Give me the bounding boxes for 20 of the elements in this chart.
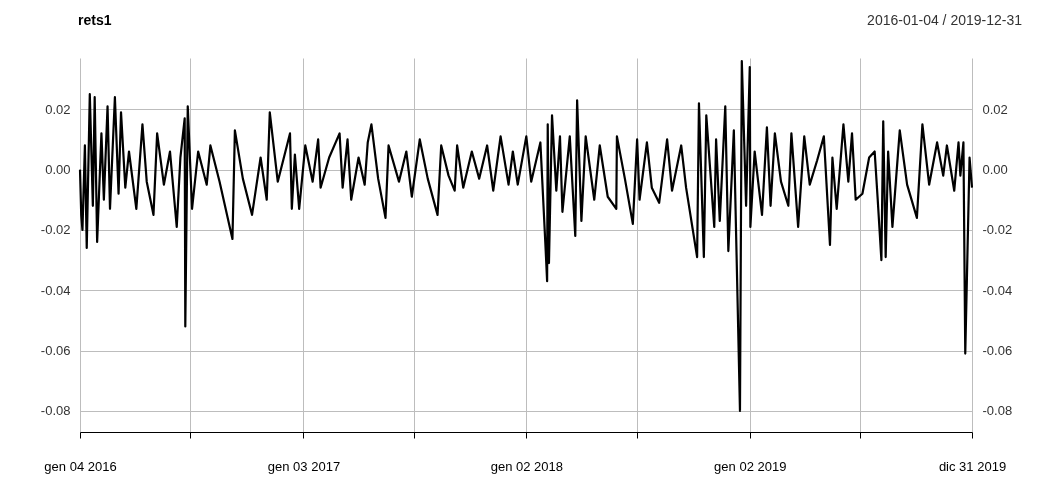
line-series (78, 59, 974, 412)
x-tick-label: dic 31 2019 (938, 458, 1007, 474)
y-tick-label: 0.00 (45, 162, 71, 178)
y-tick-label: 0.02 (45, 101, 71, 117)
y2-tick-label: 0.02 (982, 101, 1008, 117)
chart-title: rets1 (78, 12, 112, 28)
y2-tick-label: -0.06 (982, 343, 1013, 359)
y2-tick-label: -0.08 (982, 403, 1013, 419)
y-tick-label: -0.02 (40, 222, 71, 238)
x-tick-label: gen 02 2018 (490, 458, 563, 474)
x-tick-label: gen 03 2017 (267, 458, 341, 474)
x-tick-label: gen 04 2016 (44, 458, 117, 474)
chart-subtitle: 2016-01-04 / 2019-12-31 (867, 12, 1023, 28)
x-tick-label: gen 02 2019 (714, 458, 787, 474)
y-tick-label: -0.04 (40, 282, 71, 298)
y-tick-label: -0.08 (40, 403, 71, 419)
y2-tick-label: 0.00 (982, 162, 1008, 178)
y2-tick-label: -0.02 (982, 222, 1013, 238)
y-tick-label: -0.06 (40, 343, 71, 359)
y2-tick-label: -0.04 (982, 282, 1013, 298)
